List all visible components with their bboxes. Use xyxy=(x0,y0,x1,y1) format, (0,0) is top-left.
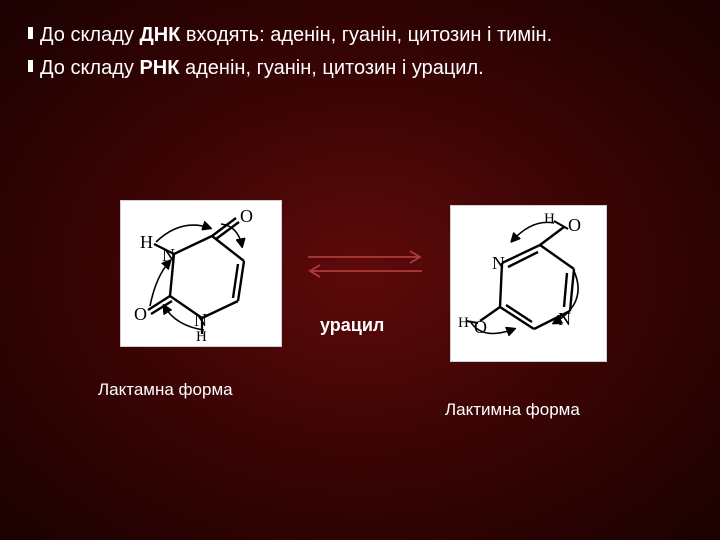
bullet-text: До складу ДНК входять: аденін, гуанін, ц… xyxy=(40,22,698,49)
uracil-lactam-svg: H N N H O O xyxy=(126,206,276,341)
caption-lactam: Лактамна форма xyxy=(98,380,233,400)
structure-lactam: H N N H O O xyxy=(120,200,282,347)
bullet-text: До складу РНК аденін, гуанін, цитозин і … xyxy=(40,55,698,82)
bullet-marker-icon xyxy=(22,55,40,75)
bullet-bold: ДНК xyxy=(139,24,180,46)
equilibrium-arrows-icon xyxy=(300,245,430,285)
svg-text:O: O xyxy=(568,215,581,235)
bullet-item: До складу РНК аденін, гуанін, цитозин і … xyxy=(22,55,698,82)
bullet-prefix: До складу xyxy=(40,24,139,46)
center-label: урацил xyxy=(320,315,384,336)
svg-text:O: O xyxy=(474,317,487,337)
tautomer-figure: H N N H O O xyxy=(0,190,720,490)
svg-text:O: O xyxy=(240,206,253,226)
svg-text:N: N xyxy=(558,309,571,329)
structure-lactim: N N O H O H xyxy=(450,205,607,362)
bullet-suffix: аденін, гуанін, цитозин і урацил. xyxy=(179,57,483,79)
svg-text:N: N xyxy=(162,245,175,265)
bullet-prefix: До складу xyxy=(40,57,139,79)
svg-text:H: H xyxy=(458,315,469,331)
svg-text:H: H xyxy=(140,232,153,252)
bullet-marker-icon xyxy=(22,22,40,42)
svg-text:O: O xyxy=(134,304,147,324)
bullet-list: До складу ДНК входять: аденін, гуанін, ц… xyxy=(22,22,698,88)
svg-text:H: H xyxy=(196,329,207,341)
bullet-suffix: входять: аденін, гуанін, цитозин і тимін… xyxy=(180,24,552,46)
bullet-item: До складу ДНК входять: аденін, гуанін, ц… xyxy=(22,22,698,49)
slide: До складу ДНК входять: аденін, гуанін, ц… xyxy=(0,0,720,540)
uracil-lactim-svg: N N O H O H xyxy=(454,211,604,356)
caption-lactim: Лактимна форма xyxy=(445,400,580,420)
bullet-bold: РНК xyxy=(139,57,179,79)
svg-text:N: N xyxy=(194,310,207,330)
svg-text:H: H xyxy=(544,211,555,227)
svg-text:N: N xyxy=(492,253,505,273)
